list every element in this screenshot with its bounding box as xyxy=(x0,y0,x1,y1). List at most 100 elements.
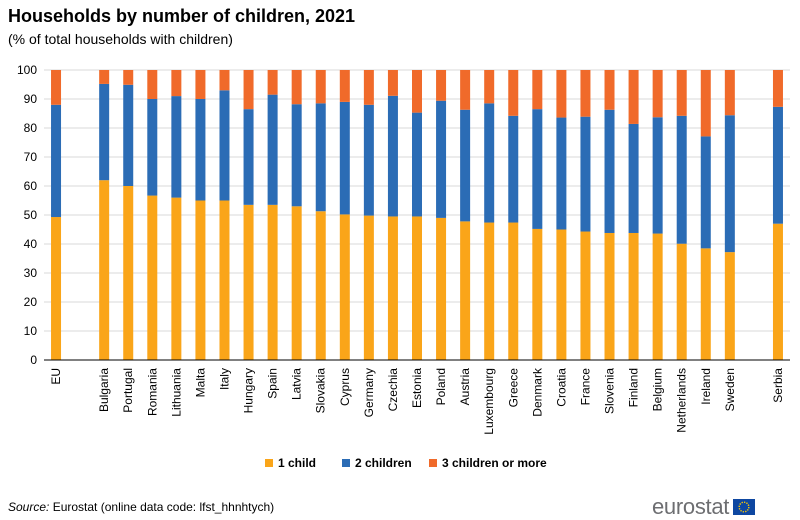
bar-segment xyxy=(219,200,230,360)
bar-segment xyxy=(412,70,422,113)
bar-segment xyxy=(387,95,398,217)
eu-flag-icon xyxy=(733,499,756,515)
x-tick-label: Slovenia xyxy=(603,368,617,414)
x-tick-label: Finland xyxy=(627,368,641,407)
bar-segment xyxy=(604,70,615,110)
x-tick-label: Romania xyxy=(145,368,159,416)
bar-segment xyxy=(123,84,134,186)
bar-segment xyxy=(700,248,711,360)
bar-segment xyxy=(676,115,687,244)
bar-segment xyxy=(508,115,519,223)
x-tick-label: Estonia xyxy=(410,368,424,408)
source-text: Eurostat (online data code: lfst_hhnhtyc… xyxy=(52,500,275,514)
bar-segment xyxy=(243,70,254,110)
legend-label: 1 child xyxy=(278,456,316,470)
bar-segment xyxy=(267,70,278,95)
stacked-bar-chart: 0 10 20 30 40 50 60 70 80 90 100 EU Bulgaria Portugal… xyxy=(17,63,790,470)
bar-segment xyxy=(580,116,591,232)
bar-segment xyxy=(460,109,471,222)
y-tick-label: 100 xyxy=(17,63,37,77)
bar-segment xyxy=(363,70,374,105)
x-tick-label: Czechia xyxy=(386,368,400,412)
bar-segment xyxy=(267,94,278,205)
x-tick-label: Hungary xyxy=(242,368,256,413)
bar-segment xyxy=(123,186,134,360)
x-tick-label: Ireland xyxy=(699,368,713,405)
bar-segment xyxy=(628,70,639,124)
x-tick-label: Malta xyxy=(193,368,207,398)
bar-segment xyxy=(123,70,134,85)
x-tick-label: Spain xyxy=(266,368,280,399)
bar-segment xyxy=(291,70,302,105)
bar-segment xyxy=(147,195,158,360)
bar-segment xyxy=(99,180,110,360)
bar-segment xyxy=(291,206,302,360)
bar-segment xyxy=(532,70,543,110)
bar-segment xyxy=(700,70,711,137)
bar-segment xyxy=(387,70,398,96)
bar-segment xyxy=(99,70,110,84)
x-tick-label: France xyxy=(578,368,592,406)
x-tick-label: Luxembourg xyxy=(482,368,496,435)
y-tick-label: 10 xyxy=(24,324,38,338)
bar-segment xyxy=(339,214,350,360)
bar-segment xyxy=(652,117,663,234)
bar-segment xyxy=(171,96,182,198)
x-tick-label: Cyprus xyxy=(338,368,352,406)
bar-segment xyxy=(195,70,206,99)
y-tick-label: 30 xyxy=(24,266,38,280)
y-tick-label: 0 xyxy=(30,353,37,367)
x-tick-label: Germany xyxy=(362,368,376,417)
bar-segment xyxy=(724,70,735,116)
y-tick-label: 50 xyxy=(24,208,38,222)
bar-segment xyxy=(484,70,495,104)
chart-subtitle: (% of total households with children) xyxy=(8,31,233,47)
logo-text: eurostat xyxy=(652,494,730,519)
legend-swatch xyxy=(342,459,350,467)
bar-segment xyxy=(556,70,567,118)
bar-segment xyxy=(676,70,687,116)
bar-segment xyxy=(243,204,254,360)
bar-segment xyxy=(436,70,447,101)
y-tick-label: 40 xyxy=(24,237,38,251)
bar-segment xyxy=(772,223,783,360)
bar-segment xyxy=(315,103,326,212)
bar-segment xyxy=(676,243,687,360)
bar-segment xyxy=(171,70,182,97)
legend-label: 2 children xyxy=(355,456,412,470)
x-tick-label: Denmark xyxy=(530,367,544,417)
y-tick-label: 90 xyxy=(24,92,38,106)
bar-segment xyxy=(700,136,711,249)
bar-segment xyxy=(219,70,230,91)
chart-title: Households by number of children, 2021 xyxy=(8,6,356,26)
bar-segment xyxy=(628,232,639,360)
x-tick-label: Portugal xyxy=(121,368,135,413)
y-tick-label: 20 xyxy=(24,295,38,309)
bar-segment xyxy=(724,115,735,253)
bar-segment xyxy=(363,104,374,216)
bar-segment xyxy=(291,104,302,207)
legend-swatch xyxy=(265,459,273,467)
bar-segment xyxy=(339,70,350,102)
bar-segment xyxy=(412,216,422,360)
bar-segment xyxy=(508,222,519,360)
legend-swatch xyxy=(429,459,437,467)
legend-label: 3 children or more xyxy=(442,456,547,470)
source-label: Source: xyxy=(8,500,50,514)
bar-segment xyxy=(363,215,374,360)
x-tick-label: Lithuania xyxy=(169,368,183,417)
bar-segment xyxy=(772,106,783,224)
bar-segment xyxy=(484,103,495,223)
bar-segment xyxy=(315,70,326,104)
bar-segment xyxy=(508,70,519,116)
bar-segment xyxy=(339,101,350,215)
bar-segment xyxy=(243,109,254,205)
bar-segment xyxy=(147,99,158,196)
bar-segment xyxy=(604,232,615,360)
x-tick-label: EU xyxy=(49,368,63,385)
bar-segment xyxy=(556,117,567,230)
eurostat-logo: eurostat xyxy=(652,494,756,520)
x-tick-label: Austria xyxy=(458,368,472,406)
x-tick-label: Belgium xyxy=(651,368,665,411)
x-tick-label: Netherlands xyxy=(675,368,689,433)
